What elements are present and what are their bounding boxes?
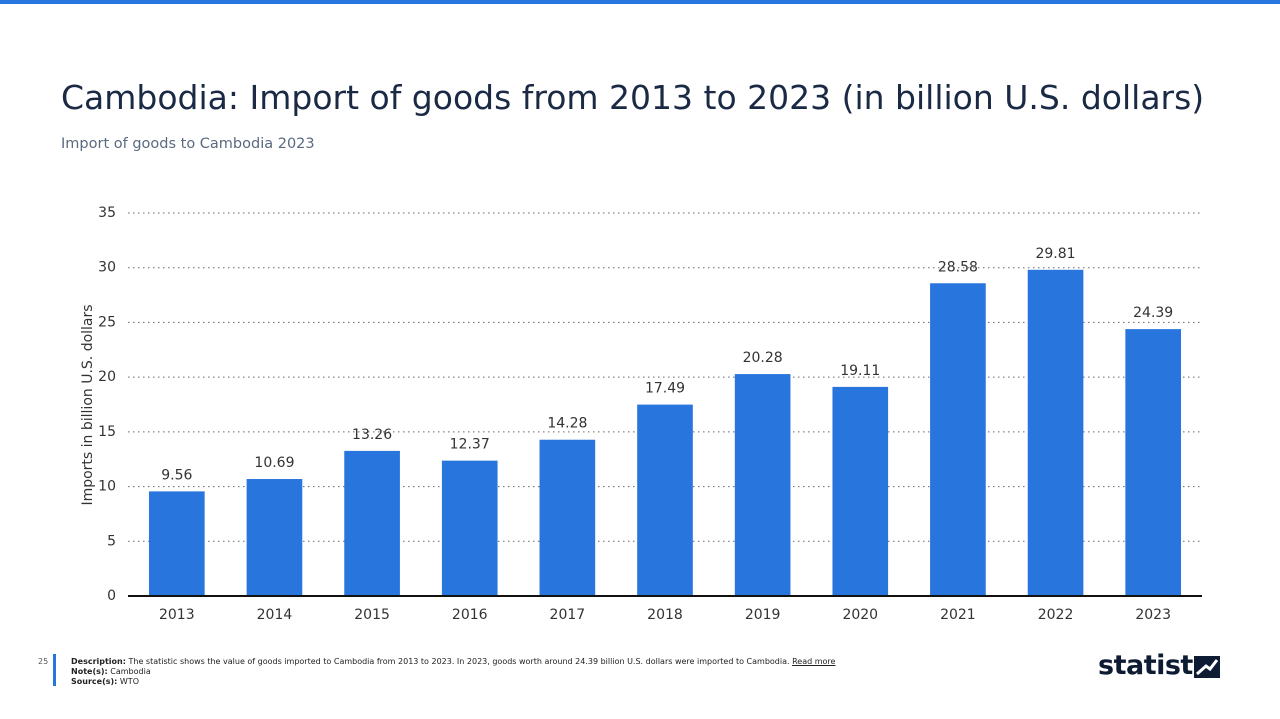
footer: 25 Description: The statistic shows the …: [0, 650, 1280, 710]
y-tick-label: 5: [107, 533, 116, 549]
y-tick-label: 30: [98, 260, 116, 276]
bar: [344, 450, 400, 596]
bar: [539, 439, 596, 596]
bar: [441, 460, 498, 596]
chart: Imports in billion U.S. dollars 0 5 10 15 20…: [80, 205, 1202, 623]
x-tick-label: 2022: [1038, 607, 1074, 623]
x-tick-label: 2018: [647, 607, 683, 623]
x-tick-label: 2013: [159, 607, 195, 623]
value-label: 9.56: [161, 467, 192, 483]
footer-bar: [53, 654, 56, 686]
value-label: 17.49: [645, 381, 685, 397]
value-label: 28.58: [938, 259, 978, 275]
chart-title: Cambodia: Import of goods from 2013 to 2…: [61, 78, 1205, 117]
y-tick-label: 25: [98, 314, 116, 330]
value-label: 19.11: [840, 363, 880, 379]
chart-subtitle: Import of goods to Cambodia 2023: [61, 136, 315, 152]
value-label: 20.28: [743, 350, 783, 366]
x-tick-label: 2019: [745, 607, 781, 623]
logo: statista: [1098, 650, 1211, 681]
bar: [832, 386, 889, 596]
bar: [930, 283, 986, 596]
value-label: 13.26: [352, 427, 392, 443]
page-number: 25: [38, 657, 49, 666]
x-tick-label: 2017: [550, 607, 586, 623]
value-label: 10.69: [254, 455, 294, 471]
y-tick-label: 15: [98, 424, 116, 440]
value-label: 29.81: [1035, 246, 1075, 262]
value-label: 12.37: [450, 437, 490, 453]
y-tick-label: 10: [98, 479, 116, 495]
x-tick-label: 2016: [452, 607, 488, 623]
value-label: 14.28: [547, 416, 587, 432]
y-axis-label: Imports in billion U.S. dollars: [80, 304, 96, 505]
y-tick-label: 35: [98, 205, 116, 221]
x-tick-label: 2015: [354, 607, 390, 623]
bar: [246, 479, 303, 596]
bar: [148, 491, 205, 596]
description: The statistic shows the value of goods i…: [128, 657, 790, 666]
notes-label: Note(s):: [71, 667, 108, 676]
footer-text: Description: The statistic shows the val…: [71, 657, 835, 687]
x-tick-label: 2014: [257, 607, 293, 623]
read-more-link[interactable]: Read more: [792, 657, 836, 666]
sources-label: Source(s):: [71, 677, 118, 686]
value-label: 24.39: [1133, 305, 1173, 321]
description-label: Description:: [71, 657, 126, 666]
bar: [1027, 269, 1084, 596]
bar: [1125, 329, 1182, 596]
logo-icon: [1194, 656, 1220, 678]
bar: [734, 374, 791, 596]
x-tick-label: 2023: [1135, 607, 1171, 623]
x-tick-label: 2020: [842, 607, 878, 623]
top-bar: [0, 0, 1280, 4]
y-tick-label: 0: [107, 588, 116, 604]
x-tick-label: 2021: [940, 607, 976, 623]
notes: Cambodia: [110, 667, 151, 676]
sources: WTO: [119, 677, 139, 686]
bar: [637, 404, 693, 596]
y-tick-label: 20: [98, 369, 116, 385]
